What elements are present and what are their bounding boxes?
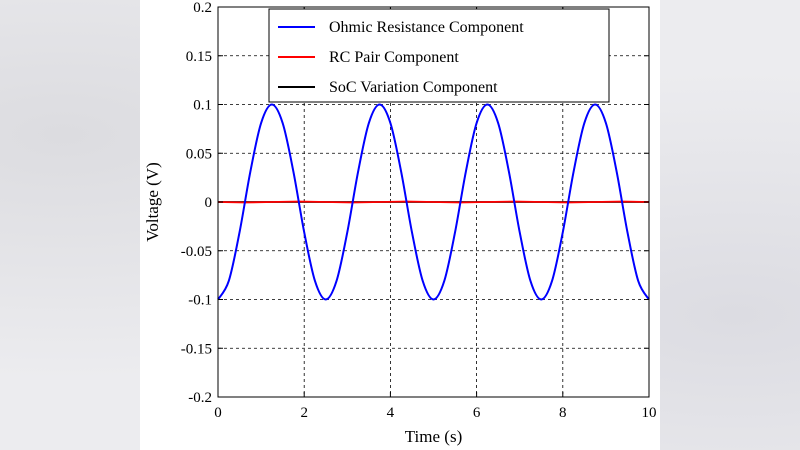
y-tick-label: 0.2 bbox=[193, 0, 212, 16]
x-tick-label: 6 bbox=[473, 405, 481, 421]
figure-panel: 0 2 4 6 8 10 -0.2 -0.15 -0.1 -0.05 0 0.05 0.1 0.15 0.… bbox=[140, 0, 660, 450]
y-tick-label: 0.05 bbox=[186, 146, 212, 162]
y-tick-label: -0.1 bbox=[188, 293, 212, 309]
x-tick-labels: 0 2 4 6 8 10 bbox=[214, 405, 656, 421]
x-tick-label: 4 bbox=[387, 405, 395, 421]
series-line-rc bbox=[217, 200, 650, 204]
legend-entry-rc: RC Pair Component bbox=[329, 49, 459, 66]
y-tick-label: -0.05 bbox=[181, 244, 212, 260]
x-tick-label: 10 bbox=[642, 405, 657, 421]
series-line-ohmic bbox=[217, 103, 650, 301]
x-tick-label: 0 bbox=[214, 405, 222, 421]
x-tick-label: 2 bbox=[300, 405, 308, 421]
y-tick-label: 0 bbox=[205, 195, 213, 211]
y-tick-labels: -0.2 -0.15 -0.1 -0.05 0 0.05 0.1 0.15 0.2 bbox=[181, 0, 212, 406]
y-tick-label: -0.15 bbox=[181, 341, 212, 357]
y-tick-label: 0.1 bbox=[193, 98, 212, 114]
x-axis-label: Time (s) bbox=[405, 427, 462, 446]
y-tick-label: -0.2 bbox=[188, 390, 212, 406]
voltage-chart: 0 2 4 6 8 10 -0.2 -0.15 -0.1 -0.05 0 0.05 0.1 0.15 0.… bbox=[143, 0, 657, 446]
legend-entry-ohmic: Ohmic Resistance Component bbox=[329, 19, 524, 36]
series-lines bbox=[217, 103, 650, 301]
legend-box bbox=[268, 8, 610, 103]
y-axis-label: Voltage (V) bbox=[143, 162, 162, 241]
y-tick-label: 0.15 bbox=[186, 49, 212, 65]
x-tick-label: 8 bbox=[559, 405, 567, 421]
legend-entry-soc: SoC Variation Component bbox=[329, 79, 498, 96]
chart-legend: Ohmic Resistance Component RC Pair Compo… bbox=[268, 8, 610, 103]
